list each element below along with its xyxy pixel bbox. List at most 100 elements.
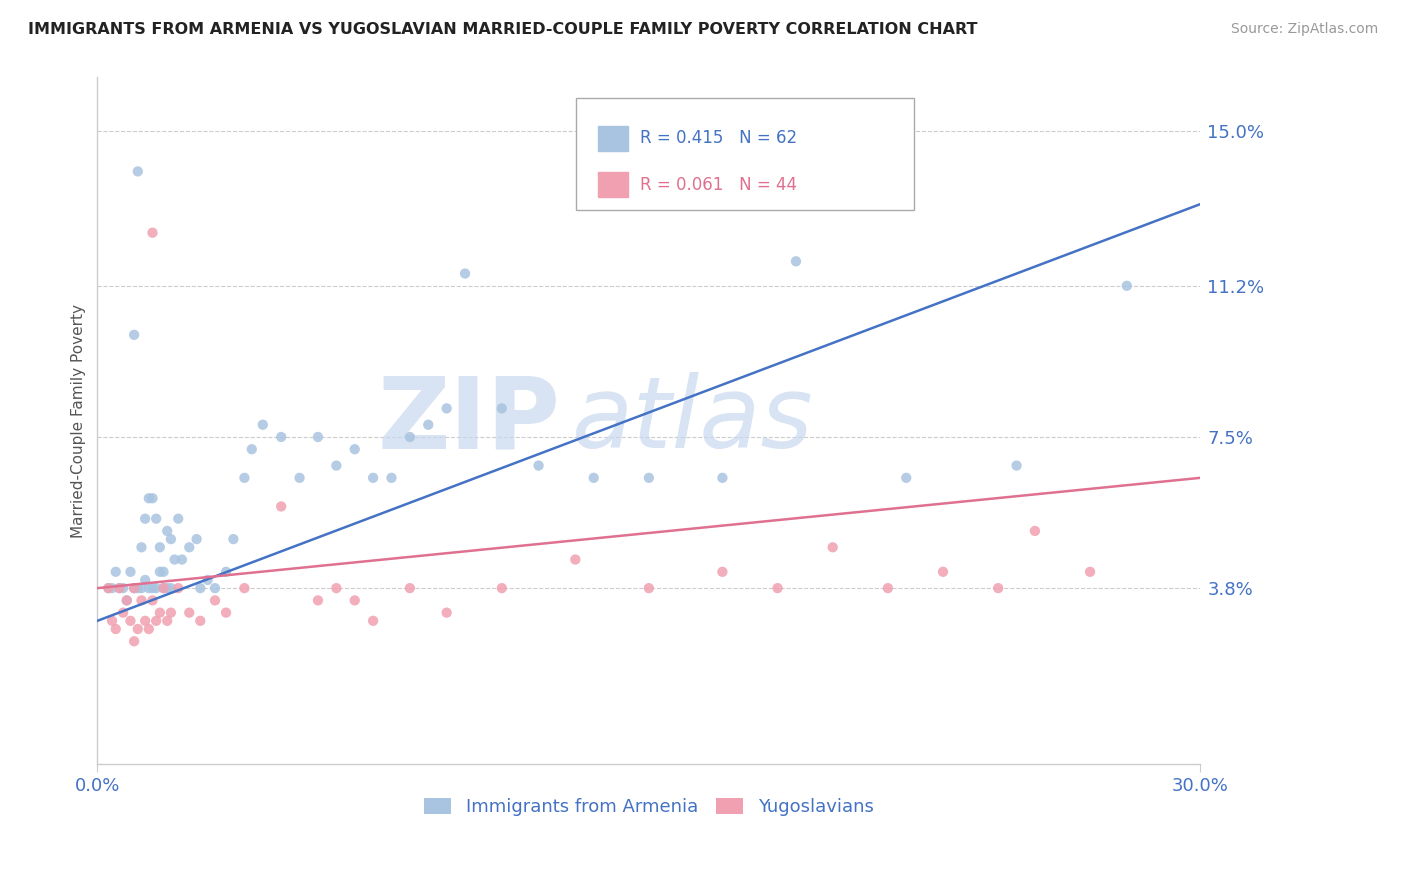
Point: [122, 634, 145, 648]
Point: [204, 593, 226, 607]
Point: [564, 552, 586, 566]
Point: [160, 581, 183, 595]
Point: [163, 552, 186, 566]
Point: [785, 254, 807, 268]
Point: [156, 581, 179, 595]
Point: [711, 565, 734, 579]
Point: [188, 581, 211, 595]
Point: [167, 511, 190, 525]
Point: [97, 581, 120, 595]
Point: [270, 500, 292, 514]
Point: [876, 581, 898, 595]
Point: [141, 491, 163, 506]
Point: [222, 532, 245, 546]
Point: [399, 430, 422, 444]
Point: [343, 593, 366, 607]
Point: [436, 606, 458, 620]
Point: [120, 614, 142, 628]
Point: [638, 471, 661, 485]
Point: [454, 267, 477, 281]
Point: [288, 471, 311, 485]
Point: [145, 581, 167, 595]
Point: [325, 458, 347, 473]
Point: [122, 581, 145, 595]
Point: [134, 573, 156, 587]
Point: [152, 581, 174, 595]
Point: [343, 442, 366, 457]
Point: [141, 593, 163, 607]
Point: [115, 593, 138, 607]
Text: ZIP: ZIP: [378, 372, 561, 469]
Point: [112, 581, 135, 595]
Point: [1024, 524, 1046, 538]
Point: [138, 622, 160, 636]
Point: [127, 164, 149, 178]
Point: [156, 614, 179, 628]
Point: [108, 581, 131, 595]
Point: [138, 581, 160, 595]
Point: [418, 417, 440, 432]
Point: [491, 581, 513, 595]
Text: Source: ZipAtlas.com: Source: ZipAtlas.com: [1230, 22, 1378, 37]
Point: [152, 581, 174, 595]
Point: [711, 471, 734, 485]
Point: [131, 541, 153, 555]
Point: [101, 581, 124, 595]
Point: [179, 606, 201, 620]
Point: [179, 541, 201, 555]
Point: [122, 581, 145, 595]
Point: [152, 565, 174, 579]
Point: [215, 565, 238, 579]
Point: [145, 614, 167, 628]
Point: [307, 593, 329, 607]
Text: R = 0.415   N = 62: R = 0.415 N = 62: [640, 129, 797, 147]
Point: [120, 565, 142, 579]
Point: [380, 471, 402, 485]
Point: [240, 442, 263, 457]
Point: [160, 606, 183, 620]
Point: [141, 226, 163, 240]
Point: [134, 511, 156, 525]
Point: [112, 606, 135, 620]
Point: [896, 471, 918, 485]
Point: [160, 532, 183, 546]
Point: [1005, 458, 1028, 473]
Point: [1115, 278, 1137, 293]
Text: atlas: atlas: [572, 372, 813, 469]
Point: [134, 614, 156, 628]
Point: [149, 565, 172, 579]
Point: [821, 541, 844, 555]
Point: [122, 327, 145, 342]
Point: [215, 606, 238, 620]
Point: [170, 552, 193, 566]
Point: [131, 581, 153, 595]
Point: [436, 401, 458, 416]
Point: [131, 593, 153, 607]
Point: [252, 417, 274, 432]
Point: [156, 524, 179, 538]
Point: [115, 593, 138, 607]
Point: [766, 581, 789, 595]
Point: [127, 581, 149, 595]
Text: IMMIGRANTS FROM ARMENIA VS YUGOSLAVIAN MARRIED-COUPLE FAMILY POVERTY CORRELATION: IMMIGRANTS FROM ARMENIA VS YUGOSLAVIAN M…: [28, 22, 977, 37]
Point: [233, 471, 256, 485]
Point: [127, 622, 149, 636]
Point: [527, 458, 550, 473]
Point: [582, 471, 605, 485]
Point: [361, 471, 384, 485]
Point: [638, 581, 661, 595]
Text: R = 0.061   N = 44: R = 0.061 N = 44: [640, 176, 797, 194]
Legend: Immigrants from Armenia, Yugoslavians: Immigrants from Armenia, Yugoslavians: [418, 790, 880, 823]
Point: [149, 606, 172, 620]
Point: [188, 614, 211, 628]
Point: [325, 581, 347, 595]
Point: [104, 622, 127, 636]
Point: [399, 581, 422, 595]
Point: [141, 581, 163, 595]
Point: [307, 430, 329, 444]
Point: [104, 565, 127, 579]
Point: [270, 430, 292, 444]
Point: [167, 581, 190, 595]
Point: [108, 581, 131, 595]
Point: [233, 581, 256, 595]
